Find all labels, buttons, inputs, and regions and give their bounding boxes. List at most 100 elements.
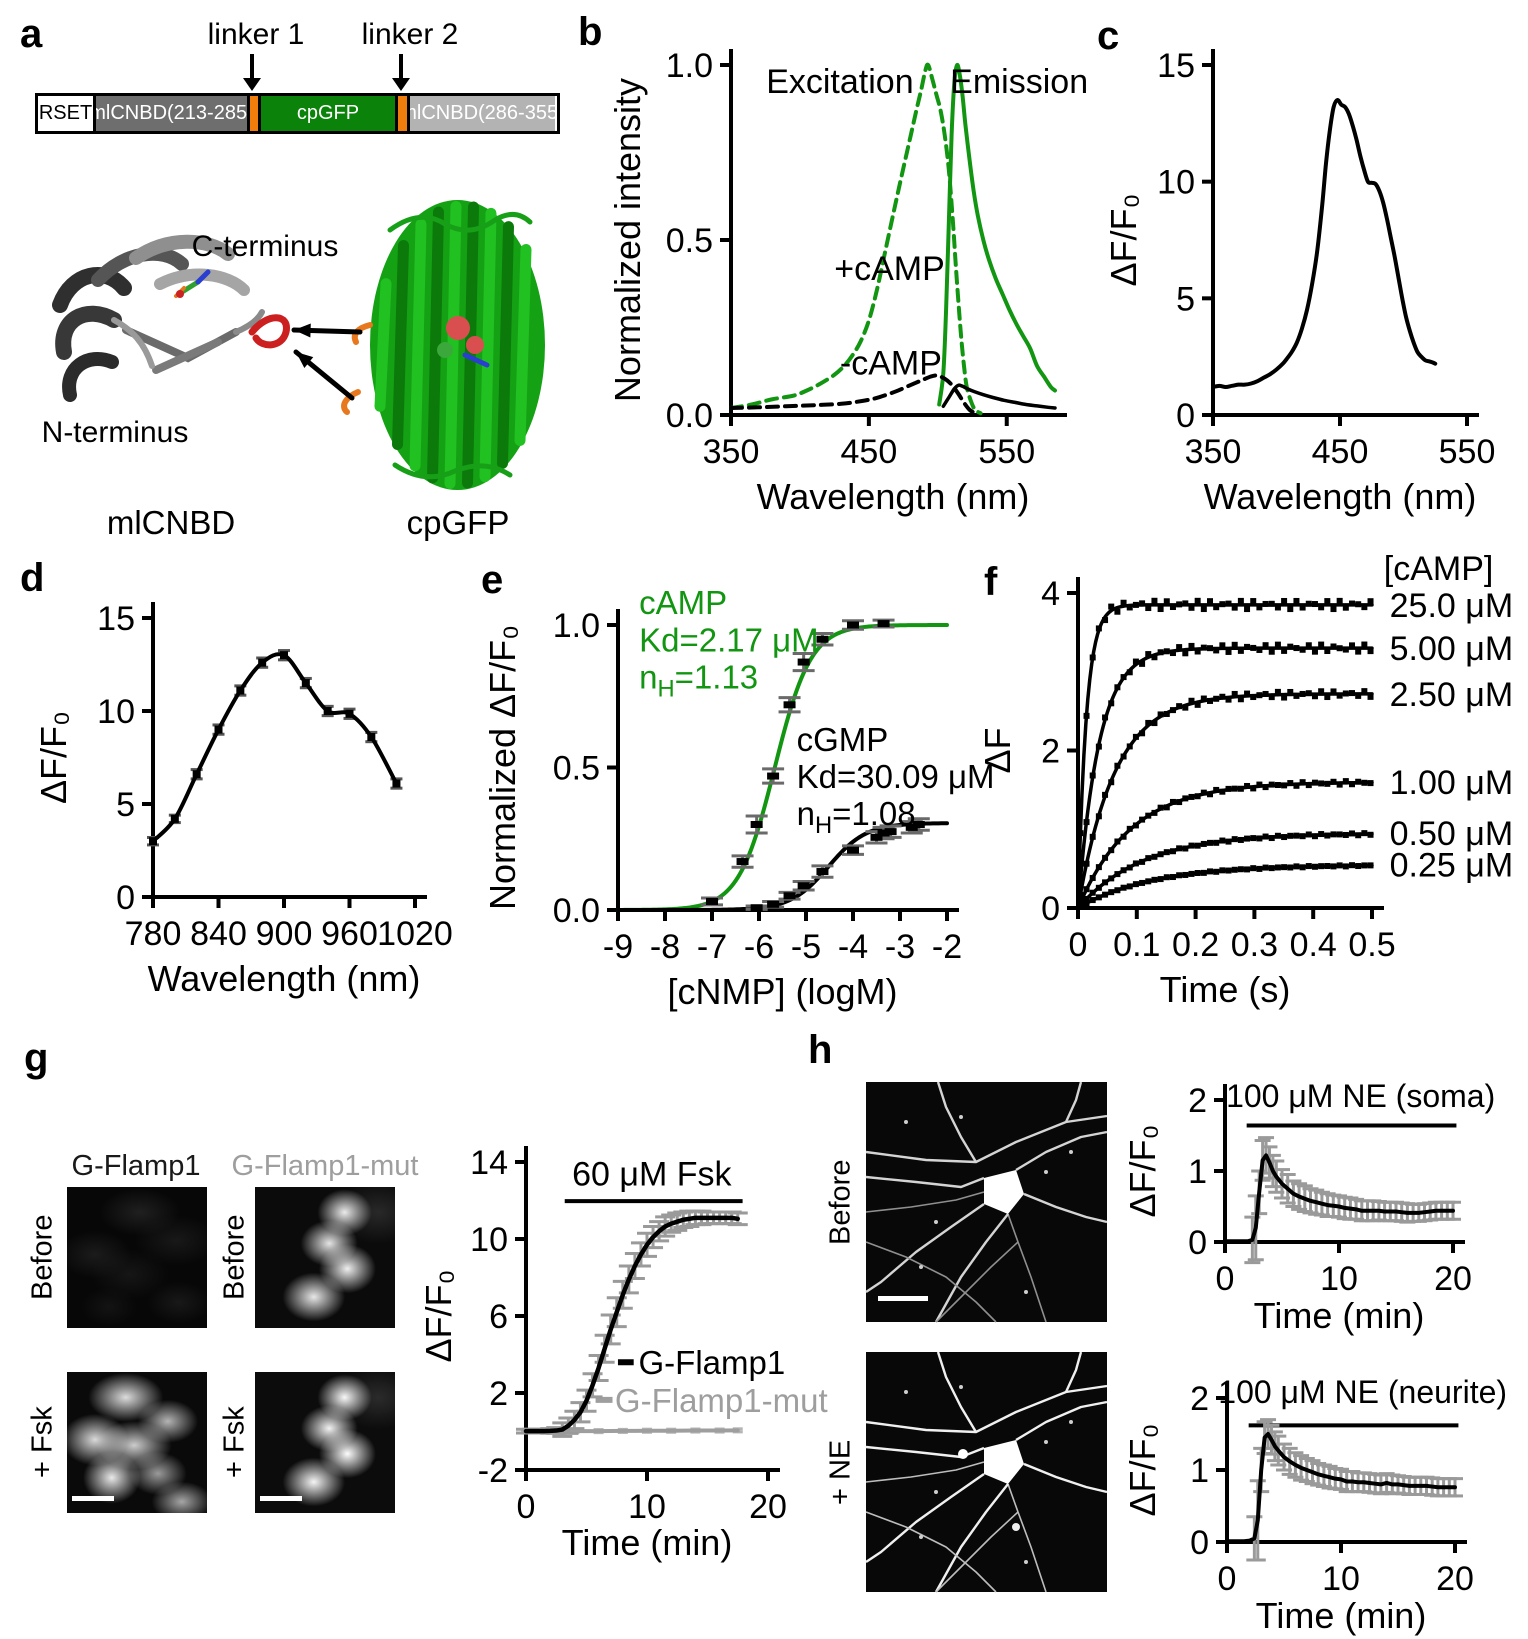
panel-letter-b: b — [578, 10, 603, 54]
y-axis-label: ΔF/F₀ — [1103, 194, 1144, 287]
panel-g-chart: -2 2 6 10 14 0 10 20 Time (min) ΔF/F₀ 60 μM Fsk G-F… — [418, 1144, 828, 1563]
y-tick-label: 0 — [1190, 1524, 1209, 1562]
panel-f-chart: 0 2 4 0 0.1 0.2 0.3 0.4 0.5 Time (s) ΔF [cAMP]25.0 … — [977, 550, 1514, 1010]
x-tick-label: 450 — [841, 433, 898, 471]
y-tick-label: 1.0 — [553, 607, 600, 645]
y-tick-label: 15 — [1157, 47, 1195, 85]
chart-annotation: nH=1.13 — [639, 658, 758, 702]
chart-annotation: 25.0 μM — [1390, 587, 1514, 625]
x-axis-label: [cNMP] (logM) — [667, 971, 897, 1012]
x-tick-label: 840 — [190, 915, 247, 953]
neuron-image-ne — [865, 1351, 1108, 1593]
x-tick-label: 10 — [628, 1488, 666, 1526]
series-one-photon-excitation-f-f- — [1211, 98, 1438, 389]
x-axis-label: Wavelength (nm) — [148, 958, 421, 999]
series-neurite-response — [1225, 1432, 1457, 1544]
micrograph-mut-before — [255, 1187, 395, 1328]
construct-segment-mlcnbd-286-355-: mlCNBD(286-355) — [407, 96, 555, 131]
x-axis-label: Time (s) — [1160, 969, 1291, 1010]
x-tick-label: -4 — [838, 928, 868, 966]
series-soma-response — [1223, 1153, 1455, 1244]
linker1-arrowhead-icon — [243, 78, 261, 91]
y-tick-label: 10 — [1157, 164, 1195, 202]
x-tick-label: 780 — [125, 915, 182, 953]
chart-annotation: cAMP — [639, 584, 727, 621]
scale-bar — [72, 1496, 114, 1501]
chart-annotation: Excitation — [766, 63, 913, 101]
chart-annotation: 100 μM NE (neurite) — [1218, 1374, 1507, 1410]
x-tick-label: -6 — [744, 928, 774, 966]
x-tick-label: 1020 — [377, 915, 453, 953]
chart-annotation: -cAMP — [840, 345, 942, 383]
series-g-flamp1 — [523, 1215, 740, 1434]
y-tick-label: 14 — [470, 1144, 508, 1182]
panel-letter-h: h — [808, 1028, 833, 1072]
y-tick-label: 5 — [116, 786, 135, 824]
y-axis-label: ΔF/F₀ — [1122, 1424, 1163, 1517]
y-axis-label: ΔF — [977, 727, 1018, 773]
chart-annotation: 2.50 μM — [1390, 676, 1514, 714]
panel-d-chart: 0 5 10 15 780 840 900 960 1020 Wavelength (nm) ΔF/… — [33, 600, 453, 999]
x-tick-label: 10 — [1322, 1560, 1360, 1598]
chart-annotation: Emission — [950, 63, 1088, 101]
y-tick-label: 0 — [1041, 890, 1060, 928]
panel-b-chart: 0.0 0.5 1.0 350 450 550 Wavelength (nm) Normali… — [607, 47, 1088, 517]
chart-annotation: 60 μM Fsk — [572, 1156, 732, 1194]
series-excitation-camp — [729, 373, 978, 416]
y-tick-label: 0.5 — [553, 750, 600, 788]
cpgfp-label: cpGFP — [406, 504, 510, 541]
y-axis-label: ΔF/F₀ — [1122, 1125, 1163, 1218]
chart-annotation: 100 μM NE (soma) — [1226, 1078, 1495, 1114]
x-tick-label: 0.2 — [1172, 926, 1219, 964]
x-tick-label: 0 — [1069, 926, 1088, 964]
x-tick-label: -9 — [603, 928, 633, 966]
chart-annotation: 5.00 μM — [1390, 630, 1514, 668]
y-axis-label: Normalized ΔF/F₀ — [482, 625, 523, 910]
construct-linker-segment — [247, 96, 258, 131]
x-axis-label: Wavelength (nm) — [1204, 476, 1477, 517]
mlcnbd-label: mlCNBD — [106, 504, 236, 541]
panel-letter-d: d — [20, 556, 45, 600]
x-tick-label: 450 — [1312, 433, 1369, 471]
chart-annotation: 0.25 μM — [1390, 847, 1514, 885]
micrograph-gflamp1-before — [67, 1187, 207, 1328]
x-tick-label: 0.3 — [1231, 926, 1278, 964]
series-two-photon-excitation-f-f- — [151, 652, 399, 844]
linker1-arrow — [250, 54, 254, 78]
x-tick-label: 0 — [1216, 1260, 1235, 1298]
y-tick-label: 10 — [97, 693, 135, 731]
panel-e-chart: 0.0 0.5 1.0 -9 -8 -7 -6 -5 -4 -3 -2 [cNMP] (logM) No… — [482, 584, 995, 1012]
y-tick-label: 10 — [470, 1221, 508, 1259]
column-header-gflamp1: G-Flamp1 — [71, 1150, 201, 1182]
chart-annotation: Kd=2.17 μM — [639, 621, 819, 658]
panel-letter-e: e — [481, 558, 504, 602]
scale-bar — [260, 1496, 302, 1501]
y-tick-label: 1.0 — [666, 47, 713, 85]
series-2-50-m — [1076, 692, 1374, 910]
y-tick-label: 0.0 — [553, 892, 600, 930]
series-excitation-camp — [729, 62, 983, 416]
micrograph-neuron-before — [865, 1081, 1108, 1323]
x-tick-label: 0.4 — [1290, 926, 1337, 964]
panel-c-chart: 0 5 10 15 350 450 550 Wavelength (nm) ΔF/F₀ — [1103, 47, 1495, 517]
linker1-label: linker 1 — [207, 18, 305, 51]
chart-annotation: Kd=30.09 μM — [797, 758, 995, 795]
x-tick-label: 10 — [1320, 1260, 1358, 1298]
y-tick-label: 0.5 — [666, 222, 713, 260]
n-terminus-label: N-terminus — [41, 416, 189, 449]
x-tick-label: -7 — [697, 928, 727, 966]
x-tick-label: 20 — [749, 1488, 787, 1526]
x-tick-label: -8 — [650, 928, 680, 966]
series-emission-camp — [941, 383, 1057, 410]
chart-annotation: [cAMP] — [1384, 550, 1494, 588]
y-tick-label: 0.0 — [666, 397, 713, 435]
scale-bar — [878, 1296, 928, 1301]
x-tick-label: -3 — [885, 928, 915, 966]
column-header-gflamp1-mut: G-Flamp1-mut — [231, 1150, 419, 1182]
y-tick-label: 0 — [116, 879, 135, 917]
row-label-before-mut: Before — [218, 1214, 251, 1301]
x-tick-label: 350 — [1185, 433, 1242, 471]
y-axis-label: ΔF/F₀ — [33, 711, 74, 804]
y-axis-label: ΔF/F₀ — [418, 1270, 459, 1363]
